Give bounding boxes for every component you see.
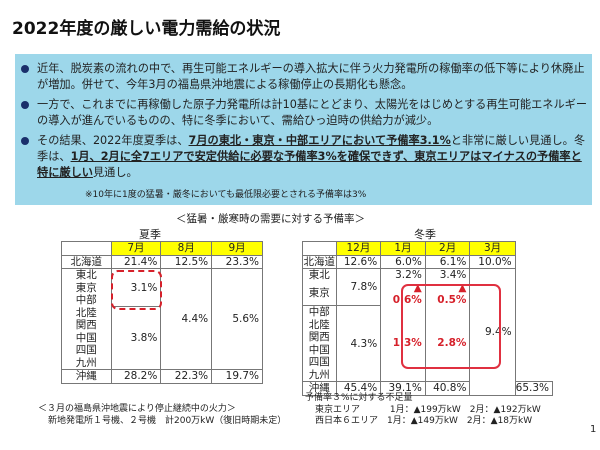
region-chubu: 中部 [302,305,337,319]
month-header: 1月 [380,241,426,256]
region-kansai: 関西 [61,319,112,332]
bullet-dot-icon [21,137,29,145]
region-tokyo: 東京 [302,281,337,306]
footnote-left: ＜３月の福島県沖地震により停止継続中の火力＞ 新地発電所１号機、２号機 計200… [38,403,286,427]
value-cell: 3.4% [424,268,471,282]
footnote-left-heading: ＜３月の福島県沖地震により停止継続中の火力＞ [38,404,236,414]
region-tohoku: 東北 [302,268,337,282]
summer-highlight-box [111,270,162,310]
shortfall-row-tokyo: 東京エリア 1月：▲199万kW 2月：▲192万kW [315,404,541,415]
region-okinawa: 沖縄 [61,369,112,384]
region-kansai: 関西 [302,331,337,344]
value-cell-east: 3.1% [110,268,162,307]
winter-reserve-table: 12月 1月 2月 3月 北海道 12.6% 6.0% 6.1% 10.0% 東… [302,241,554,396]
value-cell: 6.0% [380,254,426,269]
region-shikoku: 四国 [302,356,337,369]
region-tohoku: 東北 [61,268,112,282]
region-kyushu: 九州 [302,368,337,382]
emphasis-summer: 7月の東北・東京・中部エリアにおいて予備率3.1% [188,134,451,147]
value-cell: 22.3% [160,369,213,384]
reserve-note: ※10年に1度の猛暑・厳冬においても最低限必要とされる予備率は3% [85,190,367,200]
region-tokyo: 東京 [61,281,112,294]
page-title: 2022年度の厳しい電力需給の状況 [12,19,281,39]
value-cell-alert: 2.8% [424,305,471,382]
corner-cell [302,241,337,256]
bullet-text: 一方で、これまでに再稼働した原子力発電所は計10基にとどまり、太陽光をはじめとす… [37,98,588,127]
bullet-text: 近年、脱炭素の流れの中で、再生可能エネルギーの導入拡大に伴う火力発電所の稼働率の… [37,62,585,91]
value-cell: 19.7% [211,369,263,384]
corner-cell [61,241,112,256]
region-chubu: 中部 [61,294,112,307]
footnote-right: 予備率３%に対する不足量 東京エリア 1月：▲199万kW 2月：▲192万kW… [305,393,541,428]
bullet-dot-icon [21,65,29,73]
value-cell-dec-west: 4.3% [335,305,382,382]
value-cell: 6.1% [424,254,471,269]
value-cell: 3.2% [380,268,426,282]
value-cell: 40.8% [424,381,471,396]
month-header: 7月 [110,241,162,256]
month-header: 3月 [469,241,516,256]
summer-reserve-table: 7月 8月 9月 北海道 21.4% 12.5% 23.3% 東北 3.1% 4… [61,241,263,384]
winter-highlight-box [401,284,501,369]
tables-title: ＜猛暑・厳寒時の需要に対する予備率＞ [176,213,365,225]
value-cell: 10.0% [469,254,516,269]
region-shikoku: 四国 [61,344,112,357]
month-header: 2月 [424,241,471,256]
region-hokkaido: 北海道 [302,254,337,269]
region-hokuriku: 北陸 [302,318,337,331]
value-cell-mar: 9.4% [469,268,516,396]
text-part: と非常に厳しい見通し。冬季は、 [37,134,586,163]
value-cell: 21.4% [110,254,162,269]
region-chugoku: 中国 [302,343,337,356]
value-cell: 28.2% [110,369,162,384]
footnote-left-detail: 新地発電所１号機、２号機 計200万kW（復旧時期未定） [48,416,287,426]
value-cell: 12.6% [335,254,382,269]
value-cell-dec-east: 7.8% [335,268,382,306]
value-cell-west: 3.8% [110,306,162,370]
bullet-text: その結果、2022年度夏季は、7月の東北・東京・中部エリアにおいて予備率3.1%… [37,133,587,181]
page-number: 1 [590,424,597,435]
month-header: 9月 [211,241,263,256]
bullet-dot-icon [21,101,29,109]
shortfall-heading: 予備率３%に対する不足量 [305,393,413,403]
value-cell-sep: 5.6% [211,268,263,370]
winter-label: 冬季 [414,228,436,241]
month-header: 12月 [335,241,382,256]
emphasis-winter: 1月、2月に全7エリアで安定供給に必要な予備率3%を確保できず、東京エリアはマイ… [37,150,582,179]
value-cell: 12.5% [160,254,213,269]
region-chugoku: 中国 [61,331,112,344]
text-part: その結果、2022年度夏季は、 [37,134,189,147]
shortfall-row-west: 西日本６エリア 1月：▲149万kW 2月：▲18万kW [315,416,533,426]
region-hokuriku: 北陸 [61,306,112,319]
value-cell: 39.1% [380,381,426,396]
region-kyushu: 九州 [61,356,112,370]
text-part: 見通し。 [92,166,138,179]
value-cell: 23.3% [211,254,263,269]
value-cell: 65.3% [514,381,554,396]
region-hokkaido: 北海道 [61,254,112,269]
summer-label: 夏季 [139,228,161,241]
summary-box: 近年、脱炭素の流れの中で、再生可能エネルギーの導入拡大に伴う火力発電所の稼働率の… [15,54,592,205]
month-header: 8月 [160,241,213,256]
value-cell-aug: 4.4% [160,268,213,370]
